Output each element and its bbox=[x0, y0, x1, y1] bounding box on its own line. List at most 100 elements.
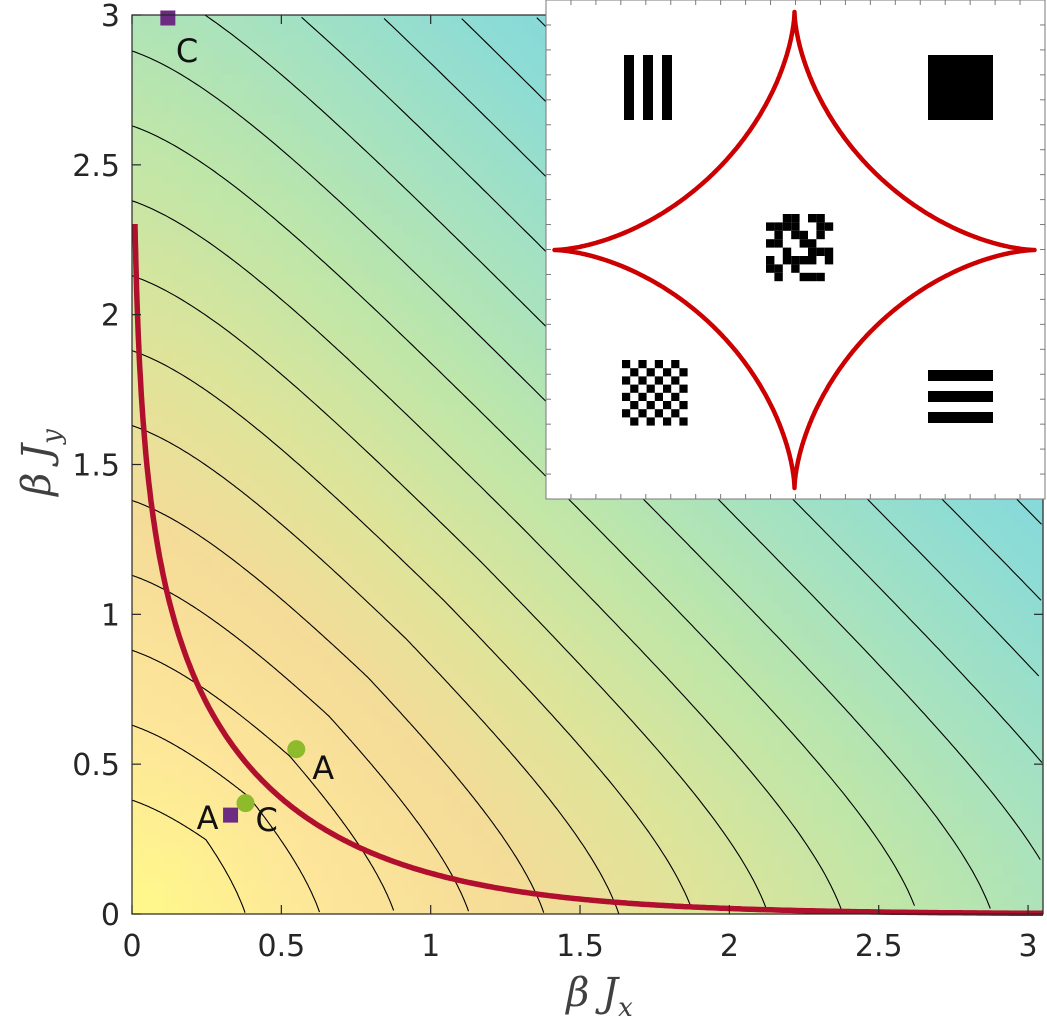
contour-fill-cell bbox=[402, 895, 413, 906]
contour-fill-cell bbox=[412, 95, 423, 106]
contour-fill-cell bbox=[222, 135, 233, 146]
contour-fill-cell bbox=[472, 825, 483, 836]
contour-fill-cell bbox=[142, 235, 153, 246]
contour-fill-cell bbox=[252, 155, 263, 166]
contour-fill-cell bbox=[512, 435, 523, 446]
contour-fill-cell bbox=[202, 145, 213, 156]
contour-fill-cell bbox=[312, 765, 323, 776]
contour-fill-cell bbox=[302, 75, 313, 86]
contour-fill-cell bbox=[602, 715, 613, 726]
contour-fill-cell bbox=[462, 735, 473, 746]
contour-fill-cell bbox=[462, 55, 473, 66]
contour-fill-cell bbox=[272, 875, 283, 886]
contour-fill-cell bbox=[302, 515, 313, 526]
contour-fill-cell bbox=[482, 665, 493, 676]
contour-fill-cell bbox=[402, 505, 413, 516]
contour-fill-cell bbox=[422, 885, 433, 896]
contour-fill-cell bbox=[522, 65, 533, 76]
contour-fill-cell bbox=[132, 135, 143, 146]
contour-fill-cell bbox=[132, 635, 143, 646]
contour-fill-cell bbox=[182, 235, 193, 246]
contour-fill-cell bbox=[182, 835, 193, 846]
contour-fill-cell bbox=[502, 695, 513, 706]
contour-fill-cell bbox=[202, 805, 213, 816]
contour-fill-cell bbox=[342, 905, 353, 915]
contour-fill-cell bbox=[262, 755, 273, 766]
contour-fill-cell bbox=[492, 535, 503, 546]
contour-fill-cell bbox=[512, 175, 523, 186]
contour-fill-cell bbox=[342, 675, 353, 686]
contour-fill-cell bbox=[342, 845, 353, 856]
contour-fill-cell bbox=[312, 555, 323, 566]
contour-fill-cell bbox=[152, 405, 163, 416]
contour-fill-cell bbox=[132, 35, 143, 46]
contour-fill-cell bbox=[282, 895, 293, 906]
contour-fill-cell bbox=[152, 25, 163, 36]
contour-fill-cell bbox=[482, 475, 493, 486]
contour-fill-cell bbox=[212, 515, 223, 526]
contour-fill-cell bbox=[352, 815, 363, 826]
contour-fill-cell bbox=[302, 45, 313, 56]
contour-fill-cell bbox=[172, 775, 183, 786]
contour-fill-cell bbox=[342, 505, 353, 516]
contour-fill-cell bbox=[532, 175, 543, 186]
contour-fill-cell bbox=[192, 15, 203, 26]
contour-fill-cell bbox=[422, 265, 433, 276]
contour-fill-cell bbox=[212, 25, 223, 36]
contour-fill-cell bbox=[402, 355, 413, 366]
contour-fill-cell bbox=[532, 815, 543, 826]
contour-fill-cell bbox=[232, 685, 243, 696]
contour-fill-cell bbox=[352, 435, 363, 446]
contour-fill-cell bbox=[672, 615, 683, 626]
contour-fill-cell bbox=[362, 225, 373, 236]
contour-fill-cell bbox=[212, 845, 223, 856]
contour-fill-cell bbox=[582, 535, 593, 546]
contour-fill-cell bbox=[162, 295, 173, 306]
contour-fill-cell bbox=[452, 755, 463, 766]
contour-fill-cell bbox=[522, 125, 533, 136]
contour-fill-cell bbox=[502, 555, 513, 566]
contour-fill-cell bbox=[332, 785, 343, 796]
contour-fill-cell bbox=[262, 15, 273, 26]
contour-fill-cell bbox=[312, 395, 323, 406]
contour-fill-cell bbox=[512, 255, 523, 266]
contour-fill-cell bbox=[532, 795, 543, 806]
contour-fill-cell bbox=[632, 735, 643, 746]
contour-fill-cell bbox=[362, 575, 373, 586]
contour-fill-cell bbox=[212, 325, 223, 336]
contour-fill-cell bbox=[622, 875, 633, 886]
contour-fill-cell bbox=[522, 795, 533, 806]
contour-fill-cell bbox=[422, 435, 433, 446]
contour-fill-cell bbox=[142, 705, 153, 716]
contour-fill-cell bbox=[222, 845, 233, 856]
contour-fill-cell bbox=[152, 455, 163, 466]
contour-fill-cell bbox=[502, 35, 513, 46]
contour-fill-cell bbox=[542, 825, 553, 836]
contour-fill-cell bbox=[422, 185, 433, 196]
contour-fill-cell bbox=[172, 755, 183, 766]
contour-fill-cell bbox=[672, 535, 683, 546]
contour-fill-cell bbox=[492, 345, 503, 356]
contour-fill-cell bbox=[222, 495, 233, 506]
contour-fill-cell bbox=[262, 835, 273, 846]
contour-fill-cell bbox=[372, 85, 383, 96]
contour-fill-cell bbox=[552, 775, 563, 786]
contour-fill-cell bbox=[352, 365, 363, 376]
contour-fill-cell bbox=[382, 565, 393, 576]
contour-fill-cell bbox=[282, 805, 293, 816]
contour-fill-cell bbox=[442, 275, 453, 286]
contour-fill-cell bbox=[352, 685, 363, 696]
contour-fill-cell bbox=[602, 665, 613, 676]
contour-fill-cell bbox=[502, 345, 513, 356]
contour-fill-cell bbox=[312, 595, 323, 606]
contour-fill-cell bbox=[502, 375, 513, 386]
contour-fill-cell bbox=[312, 385, 323, 396]
contour-fill-cell bbox=[192, 705, 203, 716]
contour-fill-cell bbox=[132, 495, 143, 506]
contour-fill-cell bbox=[322, 585, 333, 596]
contour-fill-cell bbox=[642, 715, 653, 726]
contour-fill-cell bbox=[402, 655, 413, 666]
contour-fill-cell bbox=[602, 685, 613, 696]
contour-fill-cell bbox=[422, 715, 433, 726]
contour-fill-cell bbox=[152, 755, 163, 766]
